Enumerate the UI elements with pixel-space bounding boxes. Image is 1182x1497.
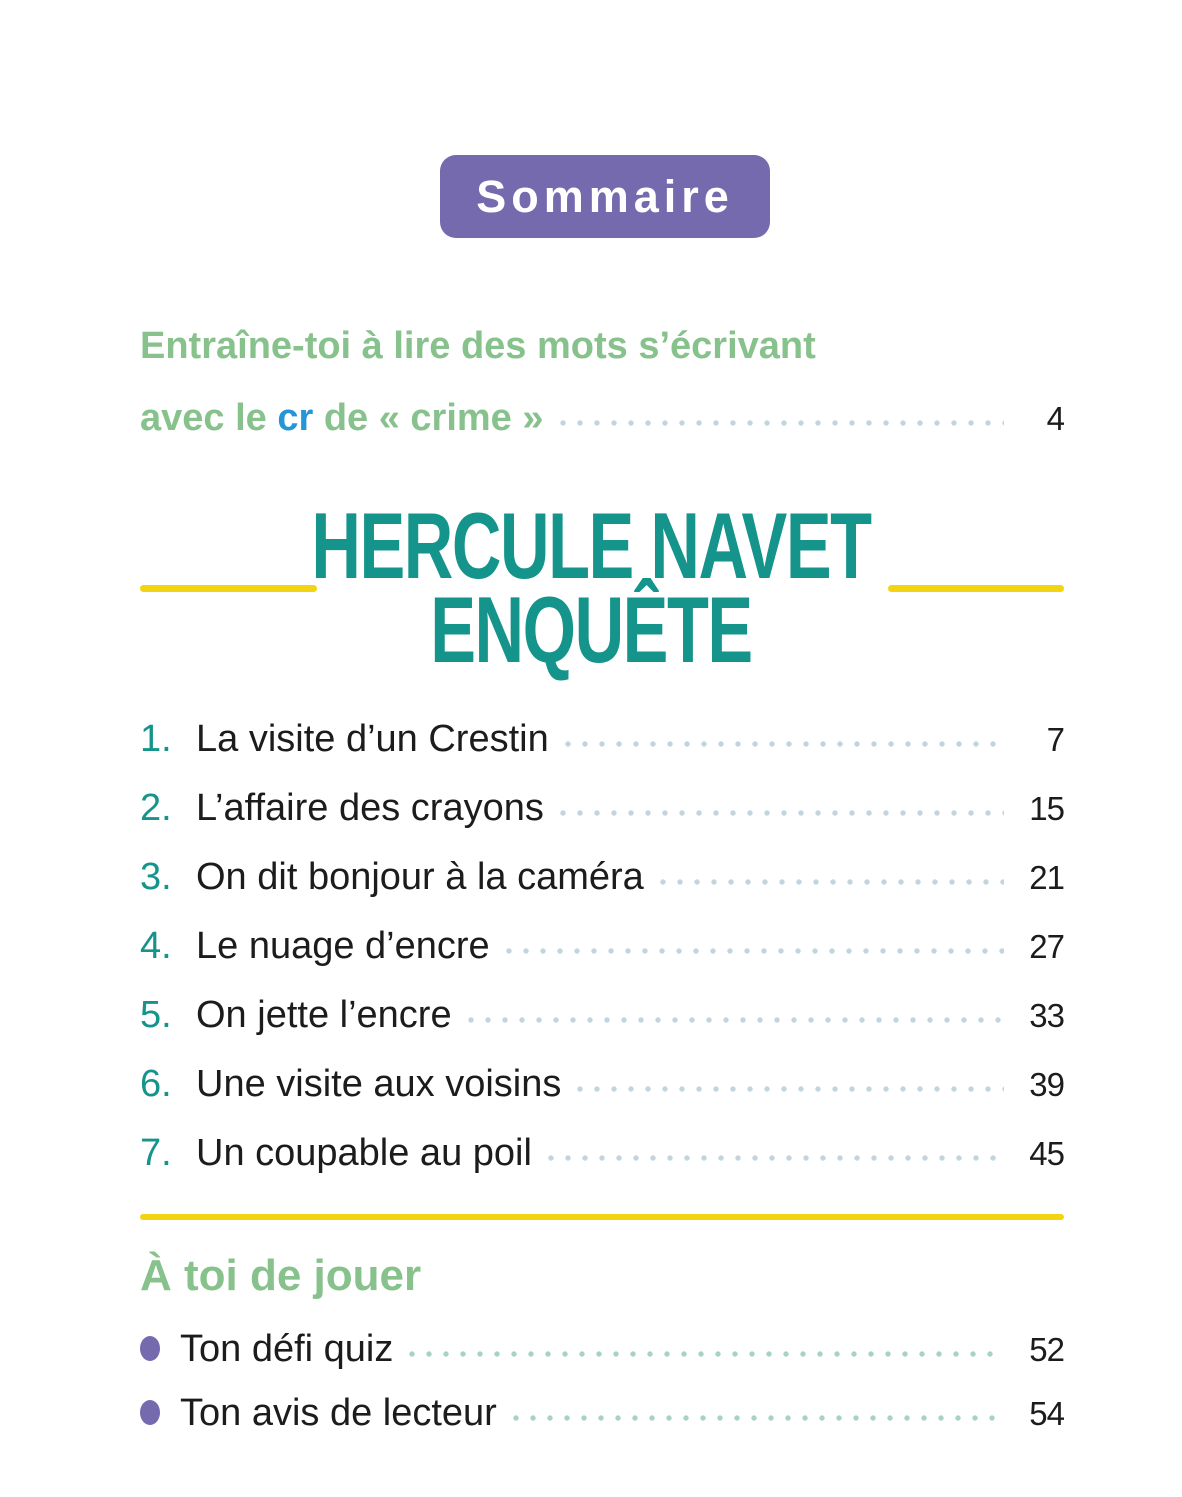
dot-leader: [659, 879, 1004, 885]
toc-entry: 7. Un coupable au poil 45: [140, 1130, 1065, 1177]
footer-page-number: 54: [1029, 1395, 1065, 1432]
chapter-number: 1.: [140, 718, 172, 760]
chapter-title: Une visite aux voisins: [196, 1063, 562, 1105]
footer-entry: Ton défi quiz 52: [140, 1326, 1065, 1373]
sommaire-badge: Sommaire: [440, 155, 770, 238]
dot-leader: [564, 741, 1004, 747]
chapter-page-number: 33: [1029, 997, 1065, 1034]
chapter-number: 6.: [140, 1063, 172, 1105]
footer-page-number: 52: [1029, 1331, 1065, 1368]
chapter-page-number: 45: [1029, 1135, 1065, 1172]
toc-entry: 4. Le nuage d’encre 27: [140, 923, 1065, 970]
footer-heading: À toi de jouer: [140, 1251, 422, 1300]
chapter-number: 2.: [140, 787, 172, 829]
toc-entry: 2. L’affaire des crayons 15: [140, 785, 1065, 832]
section-title-line1: HERCULE NAVET: [311, 493, 872, 598]
chapter-page-number: 7: [1046, 721, 1065, 758]
title-rule-left: [140, 585, 317, 592]
toc-entry: 3. On dit bonjour à la caméra 21: [140, 854, 1065, 901]
chapter-page-number: 15: [1029, 790, 1065, 827]
section-title: HERCULE NAVET ENQUÊTE: [0, 493, 1182, 682]
chapter-title: Un coupable au poil: [196, 1132, 532, 1174]
chapter-title: Le nuage d’encre: [196, 925, 490, 967]
chapter-list: 1. La visite d’un Crestin 7 2. L’affaire…: [140, 716, 1065, 1199]
chapter-page-number: 39: [1029, 1066, 1065, 1103]
section-divider: [140, 1214, 1064, 1220]
intro-line2: avec le cr de « crime » 4: [140, 395, 1065, 442]
toc-entry: 5. On jette l’encre 33: [140, 992, 1065, 1039]
dot-leader: [505, 948, 1004, 954]
section-title-line2: ENQUÊTE: [430, 577, 753, 682]
intro-line2-prefix: avec le: [140, 397, 278, 439]
chapter-title: On dit bonjour à la caméra: [196, 856, 644, 898]
footer-section: À toi de jouer Ton défi quiz 52 Ton avis…: [140, 1250, 1065, 1454]
chapter-number: 7.: [140, 1132, 172, 1174]
intro-line1: Entraîne-toi à lire des mots s’écrivant: [140, 325, 816, 367]
dot-leader: [512, 1415, 1004, 1421]
chapter-page-number: 27: [1029, 928, 1065, 965]
dot-leader: [409, 1351, 1004, 1357]
chapter-number: 3.: [140, 856, 172, 898]
footer-entry-title: Ton avis de lecteur: [180, 1392, 497, 1434]
toc-entry: 1. La visite d’un Crestin 7: [140, 716, 1065, 763]
intro-page-number: 4: [1046, 400, 1065, 437]
chapter-number: 4.: [140, 925, 172, 967]
dot-leader: [559, 420, 1004, 426]
intro-highlight-cr: cr: [277, 397, 314, 439]
dot-leader: [467, 1017, 1004, 1023]
title-rule-right: [888, 585, 1064, 592]
chapter-title: On jette l’encre: [196, 994, 452, 1036]
bullet-icon: [140, 1400, 160, 1425]
intro-line2-suffix: de « crime »: [313, 397, 544, 439]
chapter-page-number: 21: [1029, 859, 1065, 896]
intro-entry: Entraîne-toi à lire des mots s’écrivant …: [140, 323, 1065, 442]
toc-entry: 6. Une visite aux voisins 39: [140, 1061, 1065, 1108]
dot-leader: [547, 1155, 1004, 1161]
dot-leader: [577, 1086, 1004, 1092]
footer-entry-title: Ton défi quiz: [180, 1328, 394, 1370]
sommaire-badge-label: Sommaire: [476, 170, 734, 222]
bullet-icon: [140, 1336, 160, 1361]
dot-leader: [559, 810, 1004, 816]
chapter-title: La visite d’un Crestin: [196, 718, 549, 760]
chapter-title: L’affaire des crayons: [196, 787, 544, 829]
footer-entry: Ton avis de lecteur 54: [140, 1390, 1065, 1437]
chapter-number: 5.: [140, 994, 172, 1036]
